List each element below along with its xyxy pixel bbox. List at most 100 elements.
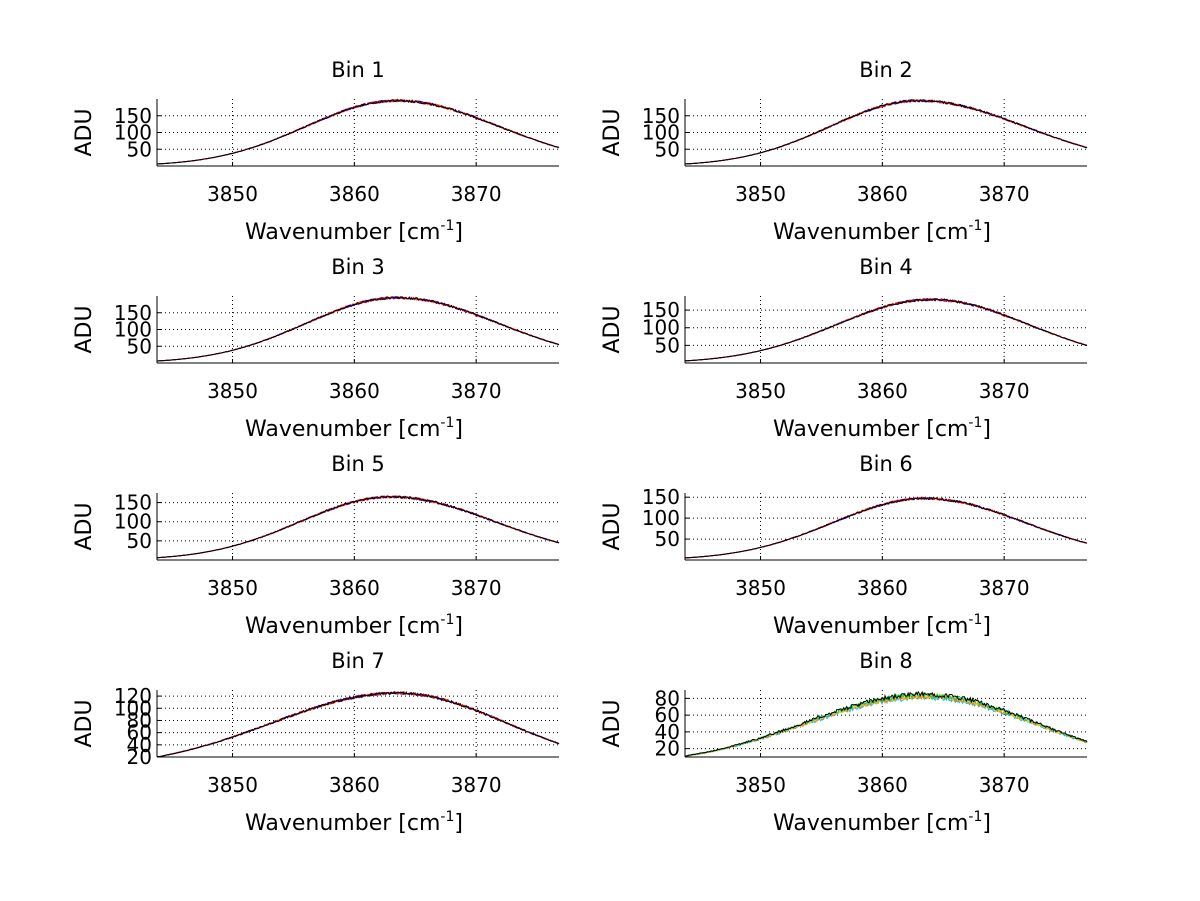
subplot-title: Bin 4 [859, 255, 913, 279]
y-tick-label: 50 [127, 334, 152, 358]
y-tick-label: 150 [114, 301, 152, 325]
x-axis-label: Wavenumber [cm-1] [773, 612, 991, 639]
subplot-title: Bin 1 [331, 58, 385, 82]
x-tick-label: 3850 [207, 379, 258, 403]
x-axis-label-main: Wavenumber [cm [245, 220, 440, 245]
y-tick-label: 20 [655, 737, 680, 761]
y-tick-label: 150 [114, 104, 152, 128]
spectrum-series-5 [684, 690, 1088, 757]
y-tick-label: 40 [127, 733, 152, 757]
y-axis-label: ADU [600, 502, 625, 550]
subplot-title: Bin 8 [859, 649, 913, 673]
x-tick-label: 3870 [451, 379, 502, 403]
y-tick-label: 100 [642, 121, 680, 145]
x-axis-label-main: Wavenumber [cm [773, 417, 968, 442]
x-tick-label: 3850 [207, 182, 258, 206]
x-tick-label: 3860 [329, 379, 380, 403]
x-axis-label-superscript: -1 [968, 218, 982, 234]
x-axis-label: Wavenumber [cm-1] [773, 809, 991, 836]
spectrum-series-4 [156, 98, 560, 165]
x-axis-label-main: Wavenumber [cm [245, 811, 440, 836]
x-axis-label-close: ] [982, 220, 991, 245]
x-tick-label: 3870 [979, 773, 1030, 797]
y-axis-label: ADU [600, 699, 625, 747]
y-tick-label: 20 [127, 745, 152, 769]
y-tick-label: 100 [114, 696, 152, 720]
y-tick-label: 120 [114, 684, 152, 708]
x-axis-label-main: Wavenumber [cm [245, 417, 440, 442]
y-tick-label: 150 [642, 298, 680, 322]
x-axis-label: Wavenumber [cm-1] [245, 415, 463, 442]
spectrum-series-4 [157, 690, 560, 758]
y-tick-label: 50 [655, 137, 680, 161]
x-axis-label-superscript: -1 [440, 415, 454, 431]
spectrum-series-4 [684, 496, 1088, 559]
x-tick-label: 3870 [979, 576, 1030, 600]
spectrum-series-4 [684, 99, 1088, 165]
x-axis-label: Wavenumber [cm-1] [245, 612, 463, 639]
x-axis-label-close: ] [454, 417, 463, 442]
subplot-title: Bin 6 [859, 452, 913, 476]
x-tick-label: 3850 [735, 182, 786, 206]
y-axis-label: ADU [72, 502, 97, 550]
x-axis-label-close: ] [982, 811, 991, 836]
y-tick-label: 50 [127, 137, 152, 161]
x-axis-label: Wavenumber [cm-1] [245, 809, 463, 836]
x-axis-label-close: ] [454, 614, 463, 639]
x-tick-label: 3860 [329, 773, 380, 797]
x-tick-label: 3870 [451, 773, 502, 797]
subplot-title: Bin 2 [859, 58, 913, 82]
spectrum-series-4 [685, 298, 1088, 362]
x-tick-label: 3850 [735, 576, 786, 600]
x-axis-label-main: Wavenumber [cm [245, 614, 440, 639]
x-tick-label: 3850 [207, 576, 258, 600]
y-axis-label: ADU [72, 305, 97, 353]
subplot-title: Bin 3 [331, 255, 385, 279]
x-tick-label: 3870 [451, 576, 502, 600]
x-axis-label-superscript: -1 [440, 218, 454, 234]
x-axis-label-close: ] [982, 614, 991, 639]
x-axis-label-main: Wavenumber [cm [773, 220, 968, 245]
x-axis-label-close: ] [454, 811, 463, 836]
subplot-title: Bin 7 [331, 649, 385, 673]
x-tick-label: 3870 [979, 379, 1030, 403]
x-axis-label-superscript: -1 [968, 415, 982, 431]
y-tick-label: 80 [127, 708, 152, 732]
x-axis-label-superscript: -1 [440, 809, 454, 825]
y-tick-label: 150 [642, 104, 680, 128]
y-tick-label: 60 [127, 721, 152, 745]
y-axis-label: ADU [600, 108, 625, 156]
x-axis-label: Wavenumber [cm-1] [245, 218, 463, 245]
y-axis-label: ADU [72, 108, 97, 156]
x-tick-label: 3850 [207, 773, 258, 797]
y-axis-label: ADU [600, 305, 625, 353]
x-tick-label: 3870 [451, 182, 502, 206]
x-axis-label-superscript: -1 [968, 612, 982, 628]
x-tick-label: 3850 [735, 379, 786, 403]
x-axis-label: Wavenumber [cm-1] [773, 218, 991, 245]
y-tick-label: 50 [655, 527, 680, 551]
x-tick-label: 3860 [857, 182, 908, 206]
spectrum-series-4 [157, 296, 560, 362]
x-axis-label-main: Wavenumber [cm [773, 614, 968, 639]
x-tick-label: 3870 [979, 182, 1030, 206]
x-axis-label-superscript: -1 [968, 809, 982, 825]
y-tick-label: 50 [655, 333, 680, 357]
x-tick-label: 3860 [857, 773, 908, 797]
y-tick-label: 40 [655, 720, 680, 744]
x-axis-label-close: ] [982, 417, 991, 442]
x-tick-label: 3850 [735, 773, 786, 797]
y-tick-label: 100 [114, 510, 152, 534]
y-tick-label: 100 [114, 318, 152, 342]
x-tick-label: 3860 [329, 182, 380, 206]
y-tick-label: 150 [642, 485, 680, 509]
